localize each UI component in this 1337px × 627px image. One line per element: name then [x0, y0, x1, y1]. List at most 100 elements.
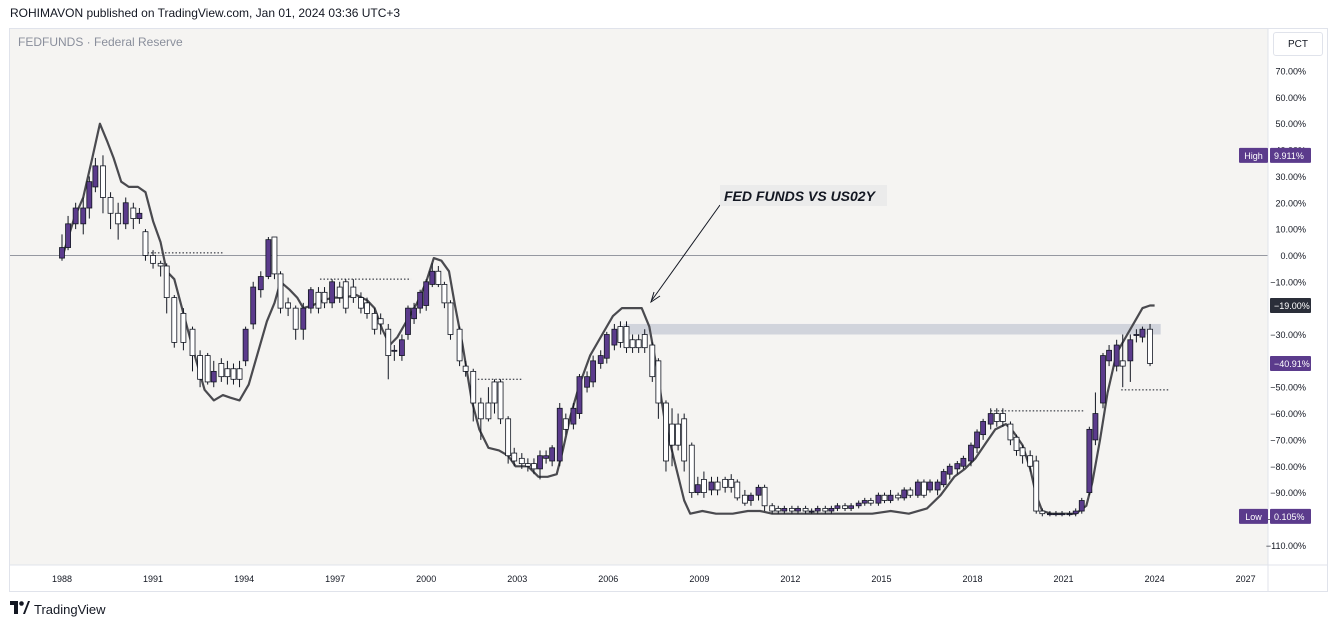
candle-body-47 — [391, 349, 398, 352]
candle-body-37 — [321, 291, 328, 304]
candle-body-49 — [405, 307, 411, 335]
candle-body-73 — [562, 418, 569, 430]
plot-layer: FED FUNDS VS US02Y — [10, 122, 1268, 517]
candle-body-82 — [623, 326, 630, 349]
candle-body-108 — [795, 508, 801, 512]
candle-body-88 — [663, 402, 669, 462]
candle-body-155 — [1106, 349, 1112, 362]
candle-body-150 — [1072, 510, 1079, 515]
candle-body-124 — [901, 489, 908, 499]
y-tick-label-7: 0.00% — [1280, 251, 1306, 261]
candle-body-132 — [954, 463, 961, 470]
candle-body-8 — [115, 212, 122, 225]
candle-body-105 — [775, 508, 782, 512]
candle-body-58 — [462, 365, 469, 372]
x-tick-label-4: 2000 — [416, 574, 436, 584]
y-tick-label-15: −80.00% — [1270, 462, 1306, 472]
candle-body-158 — [1127, 339, 1134, 362]
candle-body-45 — [377, 318, 384, 325]
candle-body-20 — [204, 355, 211, 383]
candle-body-101 — [748, 494, 754, 501]
candle-body-76 — [584, 376, 590, 388]
x-tick-label-9: 2015 — [871, 574, 891, 584]
candle-body-40 — [342, 281, 349, 309]
candle-body-146 — [1046, 513, 1053, 516]
candle-body-56 — [447, 302, 454, 335]
candle-body-156 — [1113, 344, 1120, 367]
candle-body-78 — [597, 355, 604, 364]
y-tick-label-8: −10.00% — [1270, 277, 1306, 287]
candle-body-4 — [86, 181, 93, 209]
x-tick-label-13: 2027 — [1236, 574, 1256, 584]
candle-body-127 — [921, 481, 927, 496]
candle-body-106 — [781, 508, 788, 512]
candle-body-95 — [708, 481, 715, 491]
candle-body-36 — [315, 291, 322, 309]
candle-body-33 — [292, 307, 299, 330]
candle-body-96 — [714, 481, 721, 491]
price-label-tag-bg-0 — [1239, 147, 1268, 163]
brand-name: TradingView — [34, 601, 106, 617]
candle-body-70 — [543, 455, 549, 459]
candle-body-30 — [271, 236, 278, 275]
candle-body-104 — [769, 505, 776, 512]
candle-body-109 — [802, 508, 809, 512]
candle-body-13 — [150, 255, 156, 264]
candle-body-72 — [556, 407, 563, 462]
x-tick-label-12: 2024 — [1145, 574, 1165, 584]
candle-body-89 — [669, 423, 675, 446]
candle-body-64 — [505, 418, 512, 457]
candle-body-92 — [688, 444, 695, 494]
candle-body-63 — [497, 381, 504, 420]
candle-body-10 — [130, 207, 137, 219]
candle-body-71 — [549, 447, 556, 462]
x-tick-label-5: 2003 — [507, 574, 527, 584]
candle-body-75 — [576, 376, 583, 414]
candle-body-22 — [218, 363, 225, 378]
candle-body-131 — [946, 465, 953, 475]
candle-body-74 — [570, 407, 577, 425]
candle-body-83 — [629, 339, 636, 349]
candle-body-137 — [987, 413, 994, 425]
pct-scale-button[interactable]: PCT — [1273, 32, 1323, 56]
candle-body-51 — [417, 291, 424, 309]
price-label-value-0: 9.911% — [1274, 151, 1304, 161]
candle-body-114 — [834, 505, 841, 509]
x-tick-label-11: 2021 — [1054, 574, 1074, 584]
candle-body-39 — [336, 286, 343, 299]
candle-body-48 — [399, 339, 405, 356]
candle-body-15 — [163, 265, 170, 299]
candle-body-102 — [755, 486, 762, 496]
candle-body-87 — [655, 360, 662, 404]
price-label-tag-3: Low — [1245, 512, 1262, 522]
price-label-value-1: −19.00% — [1274, 301, 1310, 311]
candle-body-100 — [741, 494, 748, 504]
candle-body-118 — [861, 500, 868, 504]
y-tick-label-1: 60.00% — [1275, 93, 1306, 103]
candle-body-147 — [1053, 513, 1059, 516]
candle-body-94 — [701, 479, 707, 493]
candle-body-52 — [423, 281, 430, 306]
candle-body-35 — [307, 289, 314, 309]
candle-body-17 — [180, 313, 187, 343]
candle-body-111 — [814, 508, 821, 512]
symbol-label[interactable]: FEDFUNDS · Federal Reserve — [18, 35, 183, 49]
candle-body-91 — [681, 418, 688, 462]
publisher-header: ROHIMAVON published on TradingView.com, … — [10, 6, 401, 20]
chart-frame — [9, 28, 1328, 592]
candle-body-59 — [470, 370, 477, 404]
candle-body-115 — [842, 505, 848, 509]
y-tick-label-0: 70.00% — [1275, 67, 1306, 77]
candle-body-23 — [224, 368, 231, 378]
footer-brand[interactable]: TradingView — [10, 601, 106, 617]
candle-body-122 — [887, 494, 894, 501]
plot-area[interactable] — [10, 29, 1268, 565]
candle-body-11 — [136, 212, 143, 219]
candle-body-16 — [171, 297, 178, 343]
candle-body-38 — [329, 281, 336, 304]
candle-body-0 — [59, 247, 65, 259]
x-tick-label-6: 2006 — [598, 574, 618, 584]
price-label-bg-1 — [1270, 298, 1311, 314]
candle-body-128 — [927, 481, 933, 491]
